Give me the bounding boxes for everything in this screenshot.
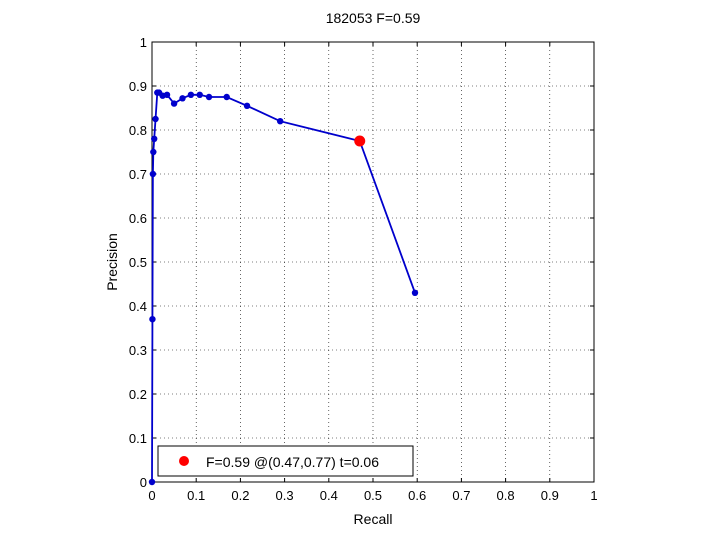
data-point: [179, 95, 186, 102]
data-point: [148, 478, 156, 486]
y-tick-label: 0.4: [129, 299, 147, 314]
data-point: [411, 289, 419, 296]
data-point: [150, 148, 157, 156]
x-tick-label: 0.9: [541, 488, 559, 503]
data-point: [163, 91, 171, 99]
x-tick-label: 0.6: [408, 488, 426, 503]
grid: [152, 42, 594, 482]
x-tick-label: 0.1: [187, 488, 205, 503]
y-tick-label: 0.1: [129, 431, 147, 446]
x-tick-label: 0: [148, 488, 155, 503]
legend: F=0.59 @(0.47,0.77) t=0.06: [157, 445, 414, 477]
data-point: [149, 170, 157, 178]
legend-label: F=0.59 @(0.47,0.77) t=0.06: [206, 454, 379, 470]
x-tick-label: 0.7: [452, 488, 470, 503]
legend-box: [157, 445, 414, 477]
y-tick-label: 0.3: [129, 343, 147, 358]
y-tick-label: 0.8: [129, 123, 147, 138]
series-layer: [148, 89, 419, 486]
y-tick-label: 0.5: [129, 255, 147, 270]
data-point: [243, 102, 251, 110]
data-point: [149, 316, 156, 323]
data-point: [152, 115, 159, 123]
data-point: [205, 93, 213, 101]
y-tick-label: 0.7: [129, 167, 147, 182]
chart-title: 182053 F=0.59: [326, 10, 421, 26]
x-axis-label: Recall: [354, 511, 393, 527]
y-tick-label: 0.6: [129, 211, 147, 226]
y-tick-label: 0.9: [129, 79, 147, 94]
y-tick-label: 0: [140, 475, 147, 490]
data-point: [223, 93, 230, 101]
series-line: [151, 91, 416, 483]
data-point: [196, 91, 203, 99]
legend-marker: [179, 456, 189, 466]
y-tick-label: 0.2: [129, 387, 147, 402]
data-point: [151, 135, 158, 142]
y-axis-label: Precision: [104, 233, 120, 291]
data-point: [276, 118, 284, 125]
x-tick-label: 0.5: [364, 488, 382, 503]
x-tick-label: 0.3: [276, 488, 294, 503]
best-f-point: [354, 135, 366, 147]
x-tick-label: 0.2: [231, 488, 249, 503]
data-point: [170, 100, 178, 107]
y-axis: 0 0.1 0.2 0.3 0.4 0.5 0.6 0.7 0.8 0.9 1: [129, 35, 594, 490]
x-tick-label: 0.8: [497, 488, 515, 503]
x-tick-label: 0.4: [320, 488, 338, 503]
data-point: [187, 91, 195, 99]
y-tick-label: 1: [140, 35, 147, 50]
x-tick-label: 1: [590, 488, 597, 503]
x-axis: 0 0.1 0.2 0.3 0.4 0.5 0.6 0.7 0.8 0.9 1: [148, 42, 598, 503]
